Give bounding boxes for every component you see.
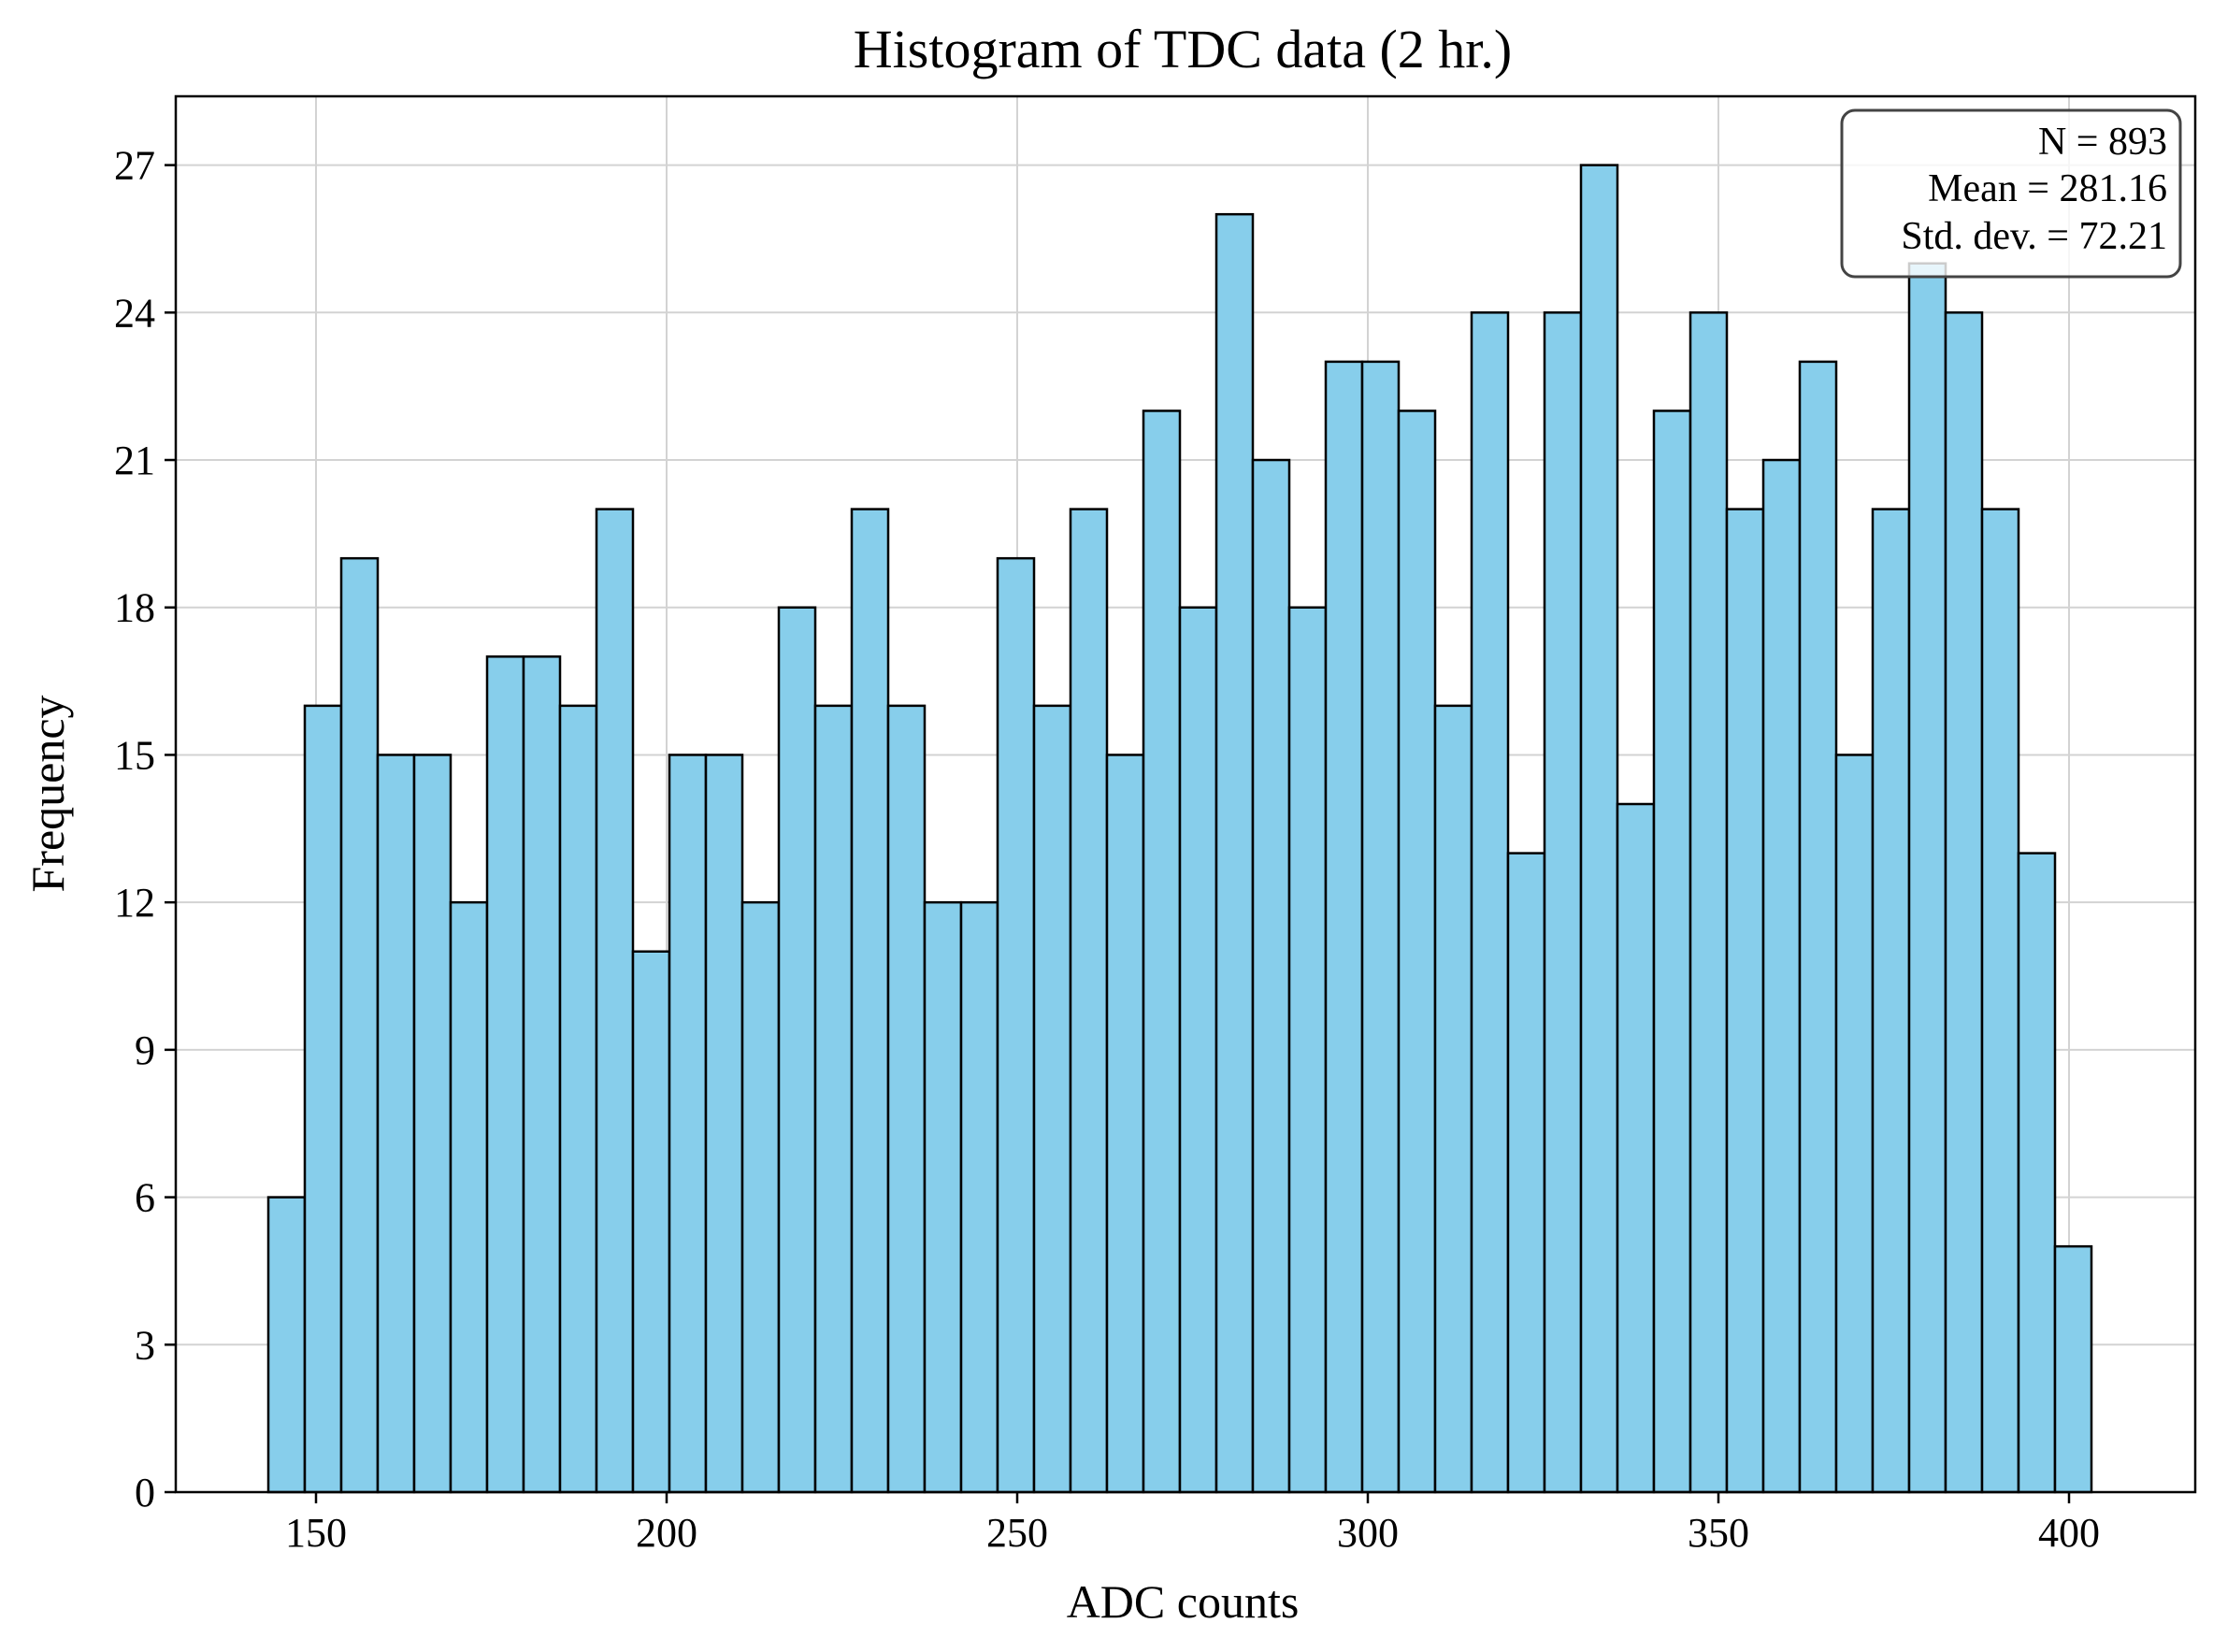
histogram-bar-36: [1579, 164, 1619, 1494]
histogram-bar-28: [1287, 606, 1328, 1494]
histogram-bar-20: [996, 556, 1036, 1494]
histogram-bar-35: [1543, 311, 1583, 1494]
histogram-bar-24: [1142, 409, 1182, 1494]
x-tick-label-1: 200: [636, 1510, 697, 1556]
stats-std-dev: Std. dev. = 72.21: [1901, 215, 2167, 258]
histogram-bar-27: [1251, 458, 1291, 1494]
histogram-bar-6: [485, 655, 525, 1494]
y-tick-label-0: 0: [135, 1470, 155, 1516]
histogram-bar-8: [558, 704, 598, 1494]
histogram-bar-38: [1652, 409, 1692, 1494]
y-tick-label-7: 21: [114, 438, 155, 483]
histogram-bar-9: [595, 508, 635, 1494]
histogram-bar-49: [2053, 1244, 2093, 1494]
histogram-bar-19: [959, 900, 999, 1494]
histogram-bar-23: [1105, 754, 1145, 1494]
plot-frame: [174, 94, 2197, 1494]
y-tick-label-3: 9: [135, 1027, 155, 1073]
histogram-bar-29: [1324, 360, 1364, 1494]
histogram-bar-0: [266, 1196, 307, 1494]
stats-mean: Mean = 281.16: [1928, 167, 2167, 210]
histogram-bar-46: [1944, 311, 1984, 1494]
histogram-bar-12: [704, 754, 744, 1494]
histogram-bar-25: [1178, 606, 1218, 1494]
histogram-bar-41: [1761, 458, 1802, 1494]
x-tick-label-0: 150: [285, 1510, 347, 1556]
y-tick-label-6: 18: [114, 585, 155, 631]
histogram-bar-39: [1688, 311, 1729, 1494]
histogram-bar-3: [376, 754, 416, 1494]
histogram-bar-45: [1907, 262, 1947, 1494]
histogram-bar-31: [1397, 409, 1437, 1494]
histogram-bar-37: [1616, 802, 1656, 1494]
histogram-bar-44: [1871, 508, 1911, 1494]
y-tick-label-2: 6: [135, 1175, 155, 1221]
x-tick-label-4: 350: [1688, 1510, 1749, 1556]
y-tick-label-8: 24: [114, 290, 155, 336]
histogram-bar-33: [1470, 311, 1510, 1494]
stats-box-frame: [1840, 108, 2182, 279]
histogram-bar-32: [1433, 704, 1473, 1494]
histogram-bar-7: [522, 655, 562, 1494]
histogram-bar-10: [631, 950, 671, 1494]
histogram-bar-30: [1360, 360, 1401, 1494]
histogram-bar-15: [813, 704, 854, 1494]
x-tick-label-2: 250: [986, 1510, 1048, 1556]
y-axis-title: Frequency: [22, 695, 74, 892]
bars-layer: [266, 164, 2093, 1494]
histogram-bar-16: [850, 508, 890, 1494]
x-tick-label-3: 300: [1337, 1510, 1399, 1556]
histogram-bar-18: [923, 900, 963, 1494]
histogram-bar-43: [1834, 754, 1875, 1494]
stats-count: N = 893: [2038, 121, 2167, 164]
histogram-bar-11: [668, 754, 708, 1494]
stats-box: N = 893 Mean = 281.16 Std. dev. = 72.21: [1840, 108, 2182, 279]
histogram-bar-48: [2017, 852, 2057, 1494]
histogram-bar-5: [449, 900, 489, 1494]
ticks-layer: 150 200 250 300 350 400 0 3 6 9 12 15 18 21 24 27: [114, 143, 2100, 1556]
y-tick-label-5: 15: [114, 732, 155, 778]
histogram-bar-26: [1214, 212, 1255, 1494]
histogram-bar-22: [1069, 508, 1109, 1494]
histogram-bar-21: [1032, 704, 1072, 1494]
histogram-bar-1: [303, 704, 343, 1494]
histogram-bar-14: [777, 606, 817, 1494]
histogram-bar-17: [886, 704, 927, 1494]
chart-title: Histogram of TDC data (2 hr.): [854, 19, 1512, 79]
y-tick-label-9: 27: [114, 143, 155, 189]
histogram-bar-40: [1725, 508, 1765, 1494]
histogram-bar-13: [740, 900, 781, 1494]
histogram-bar-42: [1798, 360, 1838, 1494]
y-tick-label-4: 12: [114, 880, 155, 926]
histogram-bar-47: [1980, 508, 2020, 1494]
x-axis-title: ADC counts: [1067, 1575, 1300, 1628]
histogram-bar-2: [339, 556, 380, 1494]
x-tick-label-5: 400: [2038, 1510, 2100, 1556]
y-tick-label-1: 3: [135, 1322, 155, 1368]
histogram-bar-4: [412, 754, 453, 1494]
histogram-bar-34: [1506, 852, 1546, 1494]
